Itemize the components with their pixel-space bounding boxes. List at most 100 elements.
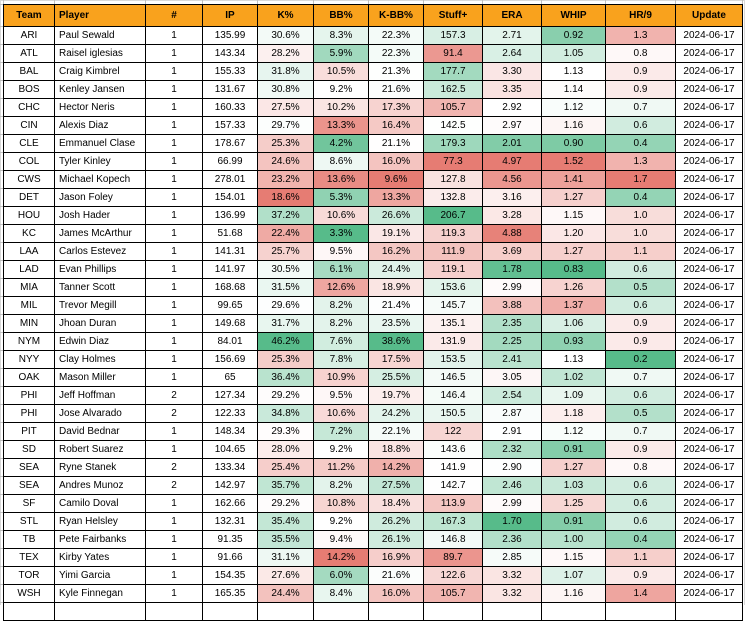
cell-num[interactable]: 1: [145, 494, 203, 513]
cell-k-bb-pct[interactable]: 25.5%: [368, 368, 424, 387]
column-header-player[interactable]: Player: [54, 4, 146, 27]
cell-k-bb-pct[interactable]: 23.5%: [368, 314, 424, 333]
cell-num[interactable]: 1: [145, 512, 203, 531]
cell-era[interactable]: 2.64: [482, 44, 542, 63]
cell-ip[interactable]: 162.66: [202, 494, 258, 513]
cell-player[interactable]: Yimi Garcia: [54, 566, 146, 585]
cell-k-bb-pct[interactable]: 13.3%: [368, 188, 424, 207]
cell-num[interactable]: 1: [145, 80, 203, 99]
cell-hr9[interactable]: 0.7: [605, 422, 676, 441]
cell-update[interactable]: 2024-06-17: [675, 350, 743, 369]
cell-hr9[interactable]: 0.9: [605, 314, 676, 333]
cell-k-pct[interactable]: 35.4%: [257, 512, 314, 531]
cell-num[interactable]: 1: [145, 350, 203, 369]
cell-era[interactable]: 2.99: [482, 494, 542, 513]
cell-era[interactable]: 2.41: [482, 350, 542, 369]
cell-k-pct[interactable]: 27.5%: [257, 98, 314, 117]
empty-cell[interactable]: [145, 602, 203, 621]
cell-k-bb-pct[interactable]: 16.0%: [368, 584, 424, 603]
cell-update[interactable]: 2024-06-17: [675, 242, 743, 261]
column-header-era[interactable]: ERA: [482, 4, 542, 27]
cell-update[interactable]: 2024-06-17: [675, 224, 743, 243]
cell-k-bb-pct[interactable]: 21.4%: [368, 296, 424, 315]
cell-team[interactable]: DET: [3, 188, 55, 207]
cell-num[interactable]: 1: [145, 296, 203, 315]
cell-num[interactable]: 1: [145, 26, 203, 45]
cell-bb-pct[interactable]: 10.6%: [313, 206, 369, 225]
cell-num[interactable]: 1: [145, 314, 203, 333]
cell-hr9[interactable]: 0.6: [605, 476, 676, 495]
cell-k-pct[interactable]: 37.2%: [257, 206, 314, 225]
cell-update[interactable]: 2024-06-17: [675, 26, 743, 45]
cell-k-bb-pct[interactable]: 24.2%: [368, 404, 424, 423]
cell-stuff-plus[interactable]: 122.6: [423, 566, 483, 585]
cell-team[interactable]: LAA: [3, 242, 55, 261]
cell-num[interactable]: 1: [145, 170, 203, 189]
cell-era[interactable]: 3.32: [482, 584, 542, 603]
cell-whip[interactable]: 0.83: [541, 260, 606, 279]
cell-player[interactable]: Clay Holmes: [54, 350, 146, 369]
cell-update[interactable]: 2024-06-17: [675, 278, 743, 297]
cell-k-bb-pct[interactable]: 22.1%: [368, 422, 424, 441]
cell-whip[interactable]: 1.27: [541, 188, 606, 207]
cell-ip[interactable]: 91.66: [202, 548, 258, 567]
cell-team[interactable]: MIN: [3, 314, 55, 333]
cell-k-pct[interactable]: 24.6%: [257, 152, 314, 171]
cell-team[interactable]: SF: [3, 494, 55, 513]
cell-player[interactable]: Paul Sewald: [54, 26, 146, 45]
cell-k-bb-pct[interactable]: 17.3%: [368, 98, 424, 117]
cell-whip[interactable]: 1.16: [541, 116, 606, 135]
cell-k-pct[interactable]: 35.7%: [257, 476, 314, 495]
cell-stuff-plus[interactable]: 142.5: [423, 116, 483, 135]
cell-k-pct[interactable]: 25.3%: [257, 350, 314, 369]
cell-stuff-plus[interactable]: 113.9: [423, 494, 483, 513]
cell-stuff-plus[interactable]: 162.5: [423, 80, 483, 99]
cell-team[interactable]: MIA: [3, 278, 55, 297]
cell-hr9[interactable]: 0.4: [605, 530, 676, 549]
cell-num[interactable]: 1: [145, 206, 203, 225]
cell-stuff-plus[interactable]: 91.4: [423, 44, 483, 63]
cell-hr9[interactable]: 1.3: [605, 26, 676, 45]
cell-team[interactable]: WSH: [3, 584, 55, 603]
cell-team[interactable]: KC: [3, 224, 55, 243]
cell-whip[interactable]: 1.41: [541, 170, 606, 189]
cell-k-pct[interactable]: 29.3%: [257, 422, 314, 441]
cell-k-bb-pct[interactable]: 9.6%: [368, 170, 424, 189]
cell-k-pct[interactable]: 29.6%: [257, 296, 314, 315]
cell-k-bb-pct[interactable]: 18.8%: [368, 440, 424, 459]
cell-k-pct[interactable]: 25.7%: [257, 242, 314, 261]
cell-player[interactable]: Emmanuel Clase: [54, 134, 146, 153]
cell-update[interactable]: 2024-06-17: [675, 386, 743, 405]
cell-stuff-plus[interactable]: 127.8: [423, 170, 483, 189]
cell-hr9[interactable]: 1.4: [605, 584, 676, 603]
cell-hr9[interactable]: 1.1: [605, 242, 676, 261]
empty-cell[interactable]: [54, 602, 146, 621]
cell-era[interactable]: 2.91: [482, 422, 542, 441]
cell-k-bb-pct[interactable]: 26.2%: [368, 512, 424, 531]
column-header-hr9[interactable]: HR/9: [605, 4, 676, 27]
cell-ip[interactable]: 154.35: [202, 566, 258, 585]
cell-bb-pct[interactable]: 9.2%: [313, 80, 369, 99]
cell-bb-pct[interactable]: 3.3%: [313, 224, 369, 243]
empty-cell[interactable]: [257, 602, 314, 621]
cell-bb-pct[interactable]: 8.6%: [313, 152, 369, 171]
cell-bb-pct[interactable]: 5.9%: [313, 44, 369, 63]
cell-hr9[interactable]: 0.9: [605, 80, 676, 99]
cell-bb-pct[interactable]: 4.2%: [313, 134, 369, 153]
cell-k-pct[interactable]: 23.2%: [257, 170, 314, 189]
cell-team[interactable]: BOS: [3, 80, 55, 99]
cell-team[interactable]: SD: [3, 440, 55, 459]
cell-player[interactable]: Carlos Estevez: [54, 242, 146, 261]
column-header-team[interactable]: Team: [3, 4, 55, 27]
cell-whip[interactable]: 1.18: [541, 404, 606, 423]
cell-k-bb-pct[interactable]: 21.6%: [368, 566, 424, 585]
cell-stuff-plus[interactable]: 150.5: [423, 404, 483, 423]
cell-k-pct[interactable]: 36.4%: [257, 368, 314, 387]
cell-hr9[interactable]: 0.6: [605, 296, 676, 315]
cell-player[interactable]: Trevor Megill: [54, 296, 146, 315]
cell-k-pct[interactable]: 22.4%: [257, 224, 314, 243]
cell-whip[interactable]: 1.13: [541, 350, 606, 369]
cell-team[interactable]: PHI: [3, 404, 55, 423]
cell-stuff-plus[interactable]: 141.9: [423, 458, 483, 477]
cell-bb-pct[interactable]: 9.4%: [313, 530, 369, 549]
